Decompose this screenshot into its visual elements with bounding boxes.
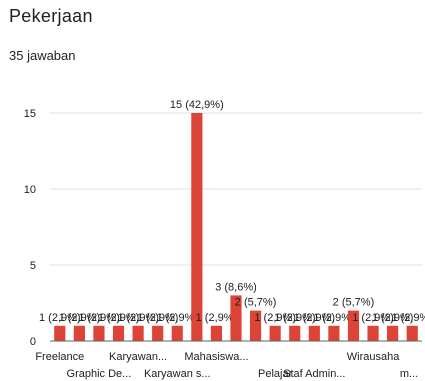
x-tick-label: Graphic De... [67,368,132,380]
bar [230,295,242,341]
x-tick-label: Pelajar [258,368,293,380]
response-count: 35 jawaban [9,48,76,63]
x-tick-label: Mahasiswa... [184,351,248,363]
data-label: 1 (2,9%) [274,312,316,324]
bar [308,325,320,341]
data-label: 1 (2,9%) [254,312,296,324]
data-label: 1 (2,9%) [352,312,394,324]
y-tick-label: 15 [24,108,36,120]
bar [387,325,399,341]
data-label: 1 (2,9%) [156,312,198,324]
y-tick-label: 5 [30,260,36,272]
data-label: 3 (8,6%) [215,281,257,293]
data-label: 1 (2,9%) [372,312,414,324]
y-tick-label: 0 [30,336,36,348]
data-label: 1 (2,9%) [117,312,159,324]
bar [328,325,340,341]
bar [347,310,360,341]
bar [73,325,85,341]
data-label: 1 (2,9%) [39,312,81,324]
x-tick-label: Freelance [35,351,84,363]
x-tick-label: m... [400,368,418,380]
x-tick-label: Wirausaha [347,351,400,363]
bar [54,325,66,341]
x-tick-label: Karyawan... [109,351,167,363]
data-label: 15 (42,9%) [170,99,224,111]
data-label: 1 (2,9%) [391,312,425,324]
bar [132,325,144,341]
bar [367,325,379,341]
data-label: 1 (2,9%) [78,312,120,324]
data-label: 1 (2,9%) [98,312,140,324]
bar [152,325,164,341]
chart-title: Pekerjaan [9,6,93,26]
bar [289,325,301,341]
y-tick-label: 10 [24,184,36,196]
data-label: 2 (5,7%) [235,297,277,309]
data-label: 1 (2,9%) [294,312,336,324]
data-label: 2 (5,7%) [333,297,375,309]
bar [93,325,105,341]
bar [269,325,281,341]
bar [171,325,183,341]
x-tick-label: Staf Admin... [283,368,345,380]
bar [191,113,203,341]
bar [112,325,125,341]
data-label: 1 (2,9%) [196,312,238,324]
data-label: 1 (2,9%) [313,312,355,324]
x-tick-label: Karyawan s... [144,368,211,380]
bar [406,325,418,341]
bar [249,310,262,341]
bar [210,325,223,341]
data-label: 1 (2,9%) [59,312,101,324]
data-label: 1 (2,9%) [137,312,179,324]
